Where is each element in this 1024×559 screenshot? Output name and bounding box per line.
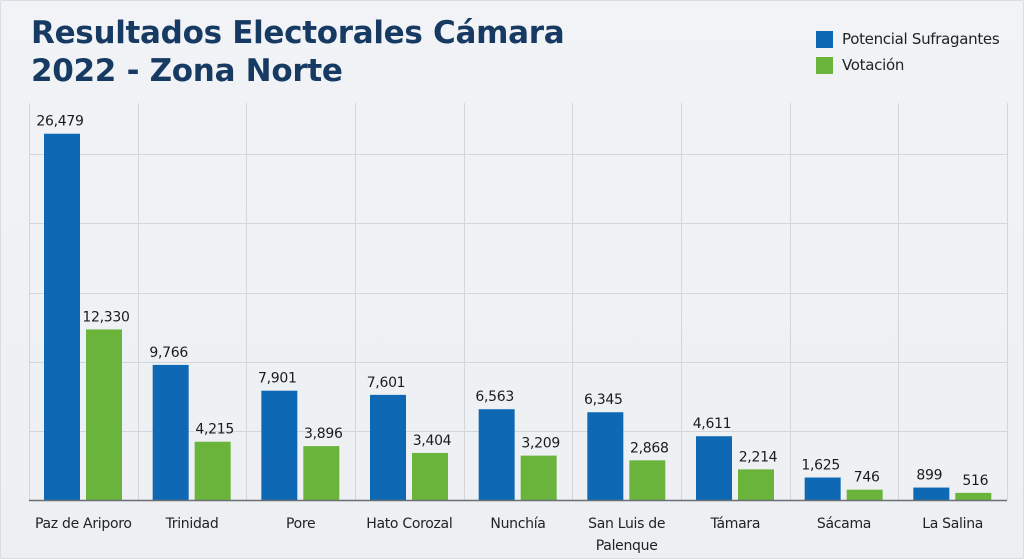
legend-swatch-potencial-sufragantes — [816, 30, 833, 48]
bar-votacion-4 — [520, 455, 557, 500]
value-label-potencial-8: 899 — [916, 468, 942, 484]
bar-potencial-1 — [152, 364, 189, 500]
value-label-votacion-4: 3,209 — [521, 436, 560, 452]
bar-votacion-3 — [412, 452, 448, 500]
category-label-line: Nunchía — [490, 516, 545, 532]
chart-title-line-2: 2022 - Zona Norte — [31, 53, 343, 89]
chart-title: Resultados Electorales Cámara 2022 - Zon… — [31, 14, 565, 90]
value-label-votacion-8: 516 — [962, 473, 988, 489]
value-label-potencial-1: 9,766 — [149, 345, 188, 361]
value-label-votacion-2: 3,896 — [304, 426, 343, 442]
category-label-line: Pore — [286, 516, 315, 532]
bar-potencial-5 — [587, 412, 624, 500]
bar-potencial-8 — [913, 487, 950, 500]
value-label-potencial-4: 6,563 — [475, 389, 514, 405]
category-label-8: La Salina — [922, 516, 983, 532]
value-label-votacion-0: 12,330 — [82, 309, 129, 325]
category-label-3: Hato Corozal — [366, 516, 452, 532]
value-label-potencial-6: 4,611 — [693, 416, 732, 432]
bar-potencial-4 — [478, 409, 515, 500]
bar-votacion-2 — [303, 446, 340, 500]
bar-potencial-7 — [804, 477, 841, 500]
bar-votacion-7 — [846, 489, 883, 500]
category-label-7: Sácama — [817, 516, 871, 532]
value-label-potencial-0: 26,479 — [36, 114, 83, 130]
category-label-4: Nunchía — [490, 516, 545, 532]
category-label-5: San Luis de Palenque — [588, 516, 665, 554]
chart-title-line-1: Resultados Electorales Cámara — [31, 15, 565, 51]
category-label-line: Trinidad — [165, 516, 219, 532]
category-label-2: Pore — [286, 516, 315, 532]
bar-potencial-6 — [696, 436, 732, 500]
value-label-votacion-6: 2,214 — [739, 449, 778, 465]
bar-votacion-5 — [629, 460, 666, 500]
bar-potencial-0 — [44, 133, 80, 501]
bar-votacion-0 — [86, 329, 122, 500]
category-label-line: La Salina — [922, 516, 983, 532]
category-label-line: Hato Corozal — [366, 516, 452, 532]
category-label-1: Trinidad — [165, 516, 219, 532]
value-label-potencial-3: 7,601 — [367, 375, 406, 391]
legend-label-votacion: Votación — [842, 56, 905, 74]
bar-votacion-8 — [955, 492, 992, 500]
legend-label-potencial-sufragantes: Potencial Sufragantes — [842, 30, 1000, 48]
value-label-potencial-5: 6,345 — [584, 392, 623, 408]
bar-potencial-3 — [370, 394, 406, 500]
bar-votacion-6 — [738, 469, 774, 500]
value-label-potencial-2: 7,901 — [258, 371, 297, 387]
category-label-line: Sácama — [817, 516, 871, 532]
legend-swatch-votacion — [816, 56, 833, 74]
category-label-line: Palenque — [596, 538, 658, 554]
value-label-votacion-1: 4,215 — [195, 422, 234, 438]
value-label-votacion-7: 746 — [854, 470, 880, 486]
value-label-potencial-7: 1,625 — [801, 458, 840, 474]
legend: Potencial Sufragantes Votación — [816, 26, 1000, 78]
category-label-0: Paz de Ariporo — [35, 516, 132, 532]
category-label-6: Támara — [710, 516, 761, 532]
legend-item-potencial-sufragantes: Potencial Sufragantes — [816, 26, 1000, 52]
category-label-line: Támara — [710, 516, 761, 532]
value-label-votacion-3: 3,404 — [413, 433, 452, 449]
category-label-line: Paz de Ariporo — [35, 516, 132, 532]
bar-potencial-2 — [261, 390, 298, 500]
legend-item-votacion: Votación — [816, 52, 999, 78]
bar-votacion-1 — [194, 441, 231, 500]
category-label-line: San Luis de — [588, 516, 665, 532]
value-label-votacion-5: 2,868 — [630, 440, 669, 456]
